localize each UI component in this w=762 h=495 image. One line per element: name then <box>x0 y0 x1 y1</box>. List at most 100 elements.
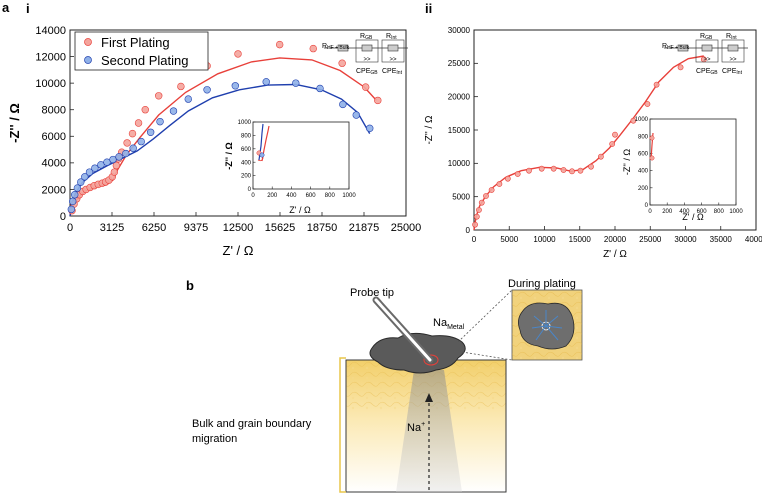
probe-contact-point <box>423 354 439 366</box>
label-r-gb: RGB <box>700 33 713 41</box>
legend-marker-first <box>84 38 92 46</box>
resistor-bulk <box>677 44 689 52</box>
zoom-line-bottom <box>461 351 513 361</box>
panel-label-b: b <box>186 278 194 293</box>
rc-block-gb <box>695 39 719 63</box>
y-tick-label: 6000 <box>42 131 66 143</box>
data-point-first-plating <box>123 139 131 147</box>
x-axis-label: Z' / Ω <box>603 249 627 260</box>
data-point-first-plating <box>234 50 242 58</box>
data-point-first-plating <box>275 40 284 49</box>
x-tick-label: 10000 <box>533 235 556 244</box>
y-tick-label: 15000 <box>448 126 471 135</box>
x-tick-label: 5000 <box>500 235 518 244</box>
inset-y-tick-label: 1000 <box>635 117 649 123</box>
data-point-second-plating <box>366 124 374 133</box>
resistor-gb <box>361 44 373 52</box>
data-point-first-plating <box>361 83 370 91</box>
arrow-head <box>425 393 433 402</box>
data-point-first-plating <box>374 96 382 105</box>
y-tick-label: 8000 <box>42 105 66 117</box>
label-cpe-gb: CPEGB <box>356 68 378 76</box>
inset-y-tick-label: 0 <box>248 187 252 193</box>
inset-y-tick-label: 200 <box>241 174 252 180</box>
inset-x-tick-label: 0 <box>648 209 652 215</box>
x-tick-label: 9375 <box>184 222 208 234</box>
cpe-symbol-int: >> <box>389 57 397 63</box>
resistor-gb <box>701 44 713 52</box>
ion-migration-beam <box>396 370 462 492</box>
x-tick-label: 15000 <box>569 235 592 244</box>
data-point-plating <box>550 165 557 172</box>
data-point-plating <box>644 101 651 107</box>
x-axis-label: Z' / Ω <box>223 243 254 258</box>
na-ion-label: Na+ <box>407 421 425 434</box>
y-tick-label: 5000 <box>452 192 470 201</box>
data-point-first-plating <box>155 92 163 100</box>
label-cpe-int: CPEInt <box>722 68 743 76</box>
rc-block-int <box>381 39 405 63</box>
inset-x-tick-label: 600 <box>306 193 317 199</box>
resistor-int <box>387 44 399 52</box>
inset-x-label: Z' / Ω <box>289 205 311 215</box>
data-point-plating <box>560 167 567 173</box>
data-point-plating <box>588 163 594 170</box>
inset-y-tick-label: 1000 <box>238 120 252 126</box>
cpe-symbol-int: >> <box>729 57 737 63</box>
x-tick-label: 0 <box>472 235 477 244</box>
label-r-gb: RGB <box>360 33 373 41</box>
data-point-plating <box>569 168 575 175</box>
x-tick-label: 15625 <box>265 222 296 234</box>
inset-x-tick-label: 200 <box>267 193 278 199</box>
probe-tip-label: Probe tip <box>350 287 394 299</box>
data-point-second-plating <box>262 78 270 86</box>
inset-x-tick-label: 400 <box>286 193 297 199</box>
inset-y-tick-label: 600 <box>638 152 649 158</box>
data-point-second-plating <box>67 205 76 214</box>
data-point-plating <box>483 193 489 199</box>
x-tick-label: 6250 <box>142 222 166 234</box>
ion-flux-arrows <box>531 310 563 341</box>
y-axis-ticks: 0 2000 4000 6000 8000 10000 12000 14000 <box>35 25 74 223</box>
inset-y-tick-label: 800 <box>241 134 252 140</box>
x-tick-label: 25000 <box>391 222 422 234</box>
y-tick-label: 25000 <box>448 59 471 68</box>
data-point-second-plating <box>146 128 155 137</box>
data-point-plating <box>478 199 485 206</box>
data-point-second-plating <box>97 161 105 169</box>
inset-x-tick-label: 0 <box>251 193 255 199</box>
data-point-second-plating <box>352 111 360 119</box>
data-points <box>472 56 707 228</box>
inset-frame <box>649 118 737 206</box>
inset-y-tick-label: 400 <box>638 169 649 175</box>
migration-label-line2: migration <box>192 433 237 445</box>
inset-x-tick-label: 600 <box>697 209 708 215</box>
data-point-second-plating <box>73 184 82 192</box>
data-point-second-plating <box>91 164 99 172</box>
data-point-first-plating <box>110 168 119 176</box>
data-point-second-plating <box>184 95 192 103</box>
x-axis-ticks: 0 3125 6250 9375 12500 15625 18750 21875 25000 <box>67 212 421 234</box>
data-point-second-plating <box>77 178 85 186</box>
panel-label-ii: ii <box>425 1 432 16</box>
inset-point <box>649 155 655 161</box>
legend: First Plating Second Plating <box>74 31 209 71</box>
x-tick-label: 35000 <box>710 235 733 244</box>
zoom-line-top <box>457 289 513 343</box>
legend-box <box>74 31 209 71</box>
data-point-plating <box>472 221 478 228</box>
data-point-plating <box>577 167 584 174</box>
data-point-plating <box>598 153 604 160</box>
data-points <box>67 40 382 215</box>
data-point-first-plating <box>128 129 137 138</box>
y-axis-ticks: 0 5000 10000 15000 20000 25000 30000 <box>448 26 478 235</box>
data-point-plating <box>496 181 503 187</box>
data-point-second-plating <box>156 117 164 126</box>
inset-y-label: -Z'' / Ω <box>622 149 632 175</box>
data-point-second-plating <box>85 168 94 176</box>
legend-label-second: Second Plating <box>101 53 188 68</box>
label-r-bulk: RHF + Bulk <box>662 43 690 51</box>
data-point-second-plating <box>71 191 79 199</box>
